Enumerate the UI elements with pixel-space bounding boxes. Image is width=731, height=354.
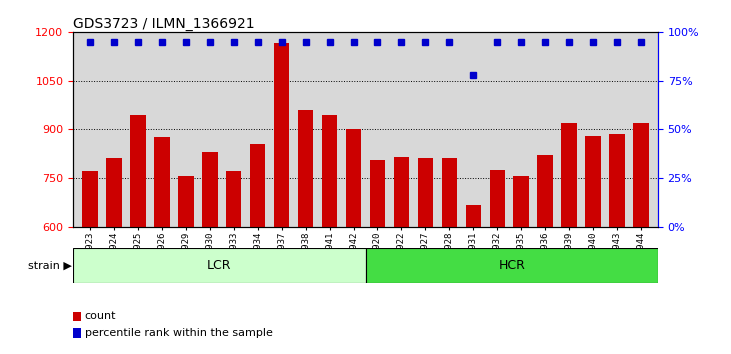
Bar [366, 248, 658, 283]
Bar [561, 123, 577, 227]
Bar [466, 205, 481, 227]
Text: HCR: HCR [499, 259, 525, 272]
Bar [226, 171, 241, 227]
Bar [346, 129, 361, 227]
Bar [73, 248, 366, 283]
Bar [586, 136, 601, 227]
Bar [442, 158, 457, 227]
Bar [250, 144, 265, 227]
Bar [178, 176, 194, 227]
Bar [154, 137, 170, 227]
Bar [394, 157, 409, 227]
Bar [202, 152, 218, 227]
Bar [274, 43, 289, 227]
Text: strain ▶: strain ▶ [29, 261, 72, 270]
Bar [513, 176, 529, 227]
Bar [610, 134, 625, 227]
Bar [417, 158, 433, 227]
Bar [633, 123, 649, 227]
Bar [130, 115, 145, 227]
Bar [82, 171, 98, 227]
Bar [106, 158, 121, 227]
Text: LCR: LCR [207, 259, 232, 272]
Bar [322, 115, 337, 227]
Text: count: count [85, 312, 116, 321]
Bar [537, 155, 553, 227]
Bar [370, 160, 385, 227]
Bar [298, 110, 314, 227]
Text: percentile rank within the sample: percentile rank within the sample [85, 328, 273, 338]
Bar [73, 312, 81, 321]
Bar [490, 170, 505, 227]
Text: GDS3723 / ILMN_1366921: GDS3723 / ILMN_1366921 [73, 17, 254, 31]
Bar [73, 328, 81, 338]
